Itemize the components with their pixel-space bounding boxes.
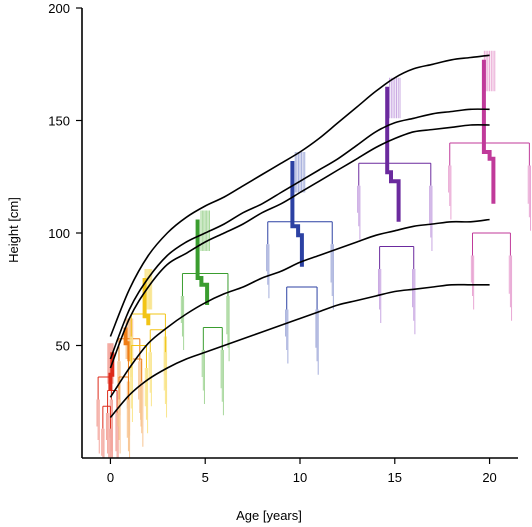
growth-curve-3 <box>109 124 490 369</box>
dendrogram-layer <box>96 50 532 458</box>
x-axis-title: Age [years] <box>236 508 302 523</box>
y-tick-label: 100 <box>48 226 70 241</box>
dendrogram-highlight-path <box>481 59 496 204</box>
x-tick-label: 15 <box>388 470 402 485</box>
y-tick-label: 200 <box>48 1 70 16</box>
dendrogram-highlight-path <box>142 278 151 326</box>
dendrogram-age-20 <box>448 50 532 321</box>
dendrogram-highlight-path <box>385 86 401 222</box>
growth-curve-4 <box>109 218 490 398</box>
dendrogram-highlight-path <box>123 327 132 362</box>
dendrogram-age-5 <box>180 210 230 416</box>
y-tick-label: 50 <box>56 339 70 354</box>
growth-curve-5 <box>109 283 490 419</box>
x-tick-label: 10 <box>293 470 307 485</box>
x-tick-label: 5 <box>202 470 209 485</box>
growth-curves-layer <box>109 54 490 419</box>
dendrogram-age-10 <box>266 152 334 375</box>
dendrogram-age-15 <box>357 77 433 335</box>
growth-curve-2 <box>109 108 490 360</box>
dendrogram-age-0 <box>96 343 119 458</box>
y-axis-title: Height [cm] <box>6 197 21 263</box>
growth-curve-1 <box>109 54 490 337</box>
x-tick-label: 0 <box>107 470 114 485</box>
dendrogram-highlight-path <box>290 161 304 267</box>
y-tick-label: 150 <box>48 114 70 129</box>
dendrogram-highlight-path <box>195 219 210 305</box>
axes-layer: 50 100 150 200 0 5 10 15 20 <box>48 1 518 485</box>
x-tick-label: 20 <box>482 470 496 485</box>
dendrogram-age-2 <box>129 269 168 434</box>
